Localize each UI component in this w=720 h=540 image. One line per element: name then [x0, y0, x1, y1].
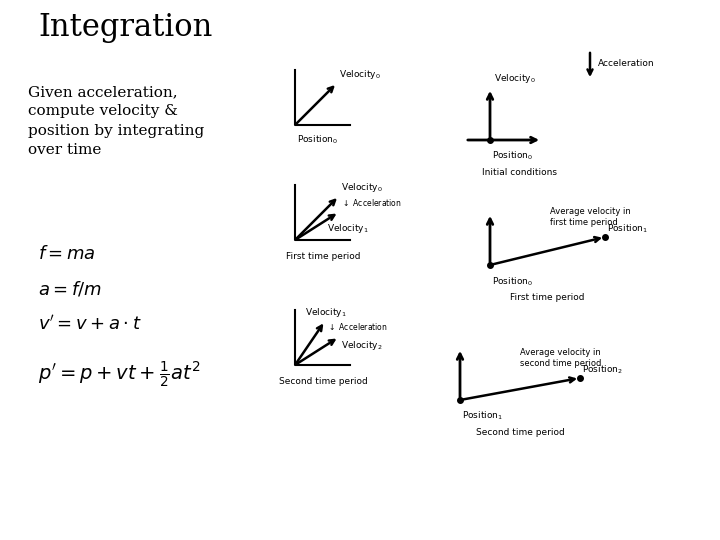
Text: $f = ma$: $f = ma$ — [38, 245, 96, 263]
Text: Position$_0$: Position$_0$ — [492, 275, 533, 287]
Text: $a = f / m$: $a = f / m$ — [38, 280, 102, 299]
Text: Position$_1$: Position$_1$ — [462, 410, 503, 422]
Text: $\downarrow$ Acceleration: $\downarrow$ Acceleration — [327, 321, 387, 333]
Text: Average velocity in
second time period: Average velocity in second time period — [520, 348, 601, 368]
Text: Velocity$_0$: Velocity$_0$ — [494, 72, 536, 85]
Text: Velocity$_2$: Velocity$_2$ — [341, 339, 382, 352]
Text: Velocity$_1$: Velocity$_1$ — [305, 306, 346, 319]
Text: Acceleration: Acceleration — [598, 58, 654, 68]
Text: Position$_1$: Position$_1$ — [607, 222, 648, 235]
Text: Initial conditions: Initial conditions — [482, 168, 557, 177]
Text: Position$_0$: Position$_0$ — [492, 150, 533, 163]
Text: Velocity$_0$: Velocity$_0$ — [341, 181, 383, 194]
Text: First time period: First time period — [510, 293, 584, 302]
Text: Second time period: Second time period — [279, 377, 367, 386]
Text: First time period: First time period — [286, 252, 360, 261]
Text: Average velocity in
first time period: Average velocity in first time period — [550, 207, 631, 227]
Text: Second time period: Second time period — [476, 428, 564, 437]
Text: Integration: Integration — [38, 12, 212, 43]
Text: $p' = p + vt + \frac{1}{2}at^2$: $p' = p + vt + \frac{1}{2}at^2$ — [38, 360, 200, 390]
Text: Position$_2$: Position$_2$ — [582, 363, 623, 376]
Text: Velocity$_1$: Velocity$_1$ — [327, 222, 369, 235]
Text: Position$_0$: Position$_0$ — [297, 133, 338, 145]
Text: $v' = v + a \cdot t$: $v' = v + a \cdot t$ — [38, 315, 142, 334]
Text: Velocity$_0$: Velocity$_0$ — [339, 68, 381, 81]
Text: $\downarrow$ Acceleration: $\downarrow$ Acceleration — [341, 197, 402, 207]
Text: Given acceleration,
compute velocity &
position by integrating
over time: Given acceleration, compute velocity & p… — [28, 85, 204, 158]
